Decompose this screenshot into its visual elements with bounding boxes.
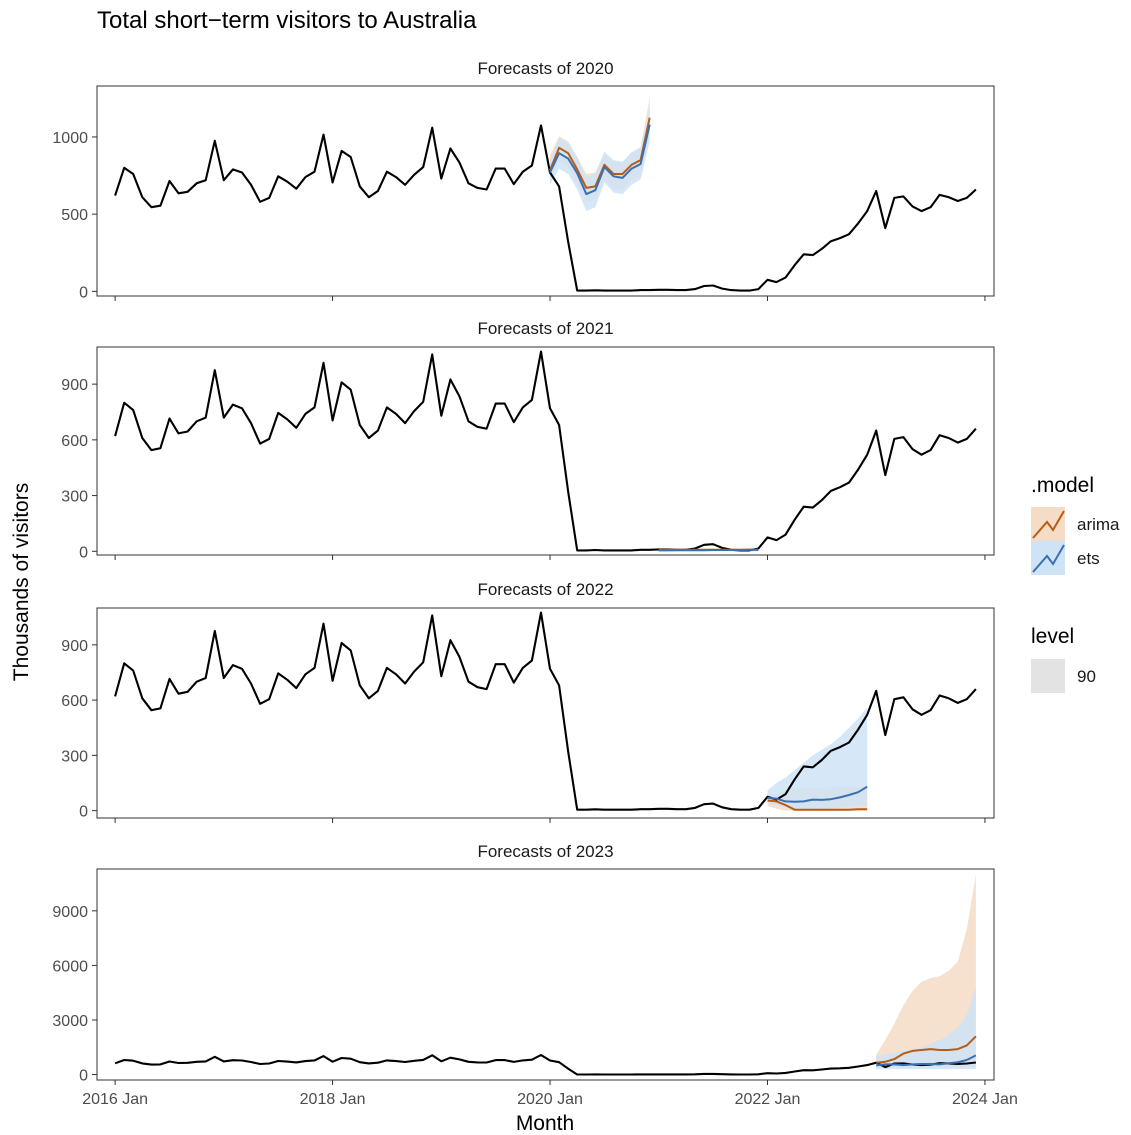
ets-forecast-line xyxy=(658,548,759,552)
y-tick-label: 600 xyxy=(61,693,88,710)
x-tick-label: 2016 Jan xyxy=(82,1091,148,1108)
legend-model-title: .model xyxy=(1031,474,1094,497)
y-tick-label: 900 xyxy=(61,377,88,394)
plot-area xyxy=(114,611,977,811)
legend-key-line-arima xyxy=(1032,510,1065,539)
y-tick-label: 0 xyxy=(79,544,88,561)
facet-title: Forecasts of 2020 xyxy=(477,59,613,78)
y-tick-label: 3000 xyxy=(52,1013,88,1030)
panel-border xyxy=(96,85,995,297)
ets-forecast-line xyxy=(549,124,651,196)
observed-line xyxy=(114,350,977,552)
arima-forecast-line xyxy=(549,117,651,189)
ets-interval-band xyxy=(876,987,976,1070)
arima-interval-band xyxy=(876,874,976,1068)
ets-forecast-line xyxy=(767,785,868,803)
y-tick-label: 1000 xyxy=(52,130,88,147)
facet-panel-3: Forecasts of 2022 0 300 600 900 xyxy=(61,580,995,823)
y-tick-label: 0 xyxy=(79,804,88,821)
facet-panel-4: Forecasts of 2023 0 3000 6000 9000 2016 Jan 20… xyxy=(52,842,1017,1108)
ets-interval-band xyxy=(550,107,650,212)
y-tick-label: 6000 xyxy=(52,958,88,975)
arima-forecast-line xyxy=(876,1035,977,1064)
panel-border xyxy=(96,868,995,1081)
plot-area xyxy=(114,97,977,292)
x-tick-label: 2022 Jan xyxy=(735,1091,801,1108)
panel-border xyxy=(96,607,995,819)
legend-level-title: level xyxy=(1031,625,1074,648)
ets-forecast-line xyxy=(876,1054,977,1067)
y-tick-label: 0 xyxy=(79,284,88,301)
legend: .model level arima ets 90 xyxy=(1031,474,1120,693)
y-tick-label: 300 xyxy=(61,489,88,506)
facet-panel-1: Forecasts of 2020 0 500 1000 xyxy=(52,59,995,301)
observed-line xyxy=(114,611,977,811)
chart-title: Total short−term visitors to Australia xyxy=(97,7,477,34)
y-tick-label: 9000 xyxy=(52,904,88,921)
legend-key-level-90 xyxy=(1031,659,1065,693)
legend-key-line-ets xyxy=(1032,544,1065,573)
y-tick-label: 300 xyxy=(61,748,88,765)
observed-line xyxy=(114,124,977,292)
legend-label-level-90: 90 xyxy=(1077,667,1096,686)
x-tick-label: 2020 Jan xyxy=(517,1091,583,1108)
facet-title: Forecasts of 2021 xyxy=(477,319,613,338)
facet-title: Forecasts of 2022 xyxy=(477,580,613,599)
y-tick-label: 600 xyxy=(61,433,88,450)
x-axis-title: Month xyxy=(516,1112,574,1135)
x-tick-label: 2018 Jan xyxy=(300,1091,366,1108)
arima-forecast-line xyxy=(767,799,868,811)
plot-area xyxy=(114,874,977,1076)
legend-label-arima: arima xyxy=(1077,515,1120,534)
facet-panel-2: Forecasts of 2021 0 300 600 900 xyxy=(61,319,995,561)
y-tick-label: 900 xyxy=(61,638,88,655)
y-tick-label: 0 xyxy=(79,1068,88,1085)
y-axis-title: Thousands of visitors xyxy=(10,483,33,681)
observed-line xyxy=(114,1053,977,1076)
panel-border xyxy=(96,346,995,556)
legend-label-ets: ets xyxy=(1077,549,1100,568)
y-tick-label: 500 xyxy=(61,207,88,224)
plot-area xyxy=(114,350,977,552)
x-tick-label: 2024 Jan xyxy=(952,1091,1018,1108)
facet-title: Forecasts of 2023 xyxy=(477,842,613,861)
